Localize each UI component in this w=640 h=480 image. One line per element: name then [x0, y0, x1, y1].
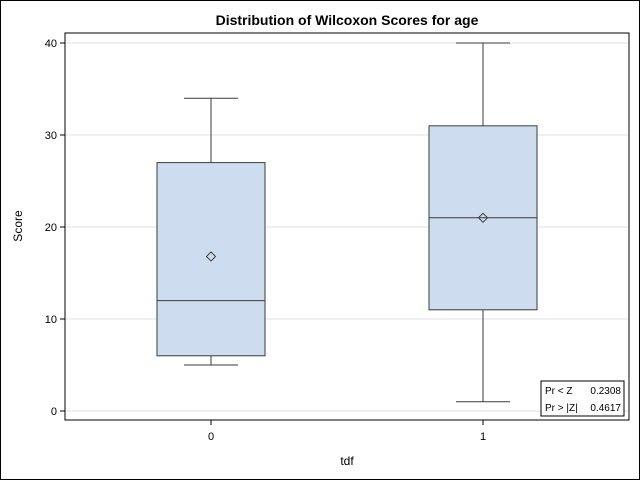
chart-title: Distribution of Wilcoxon Scores for age [216, 12, 479, 28]
y-tick-label-40: 40 [45, 38, 57, 50]
box-group-1 [428, 42, 538, 403]
x-tick-label-0: 0 [208, 431, 214, 443]
stats-inset: Pr < Z 0.2308 Pr > |Z| 0.4617 [540, 380, 625, 417]
y-tick-label-10: 10 [45, 314, 57, 326]
stat-label-pr-gt-abs-z: Pr > |Z| [545, 403, 578, 414]
stat-label-pr-lt-z: Pr < Z [545, 386, 573, 397]
y-tick-label-30: 30 [45, 130, 57, 142]
x-axis-label: tdf [340, 454, 354, 468]
stats-inset-box [540, 380, 625, 417]
x-tick-label-1: 1 [480, 431, 486, 443]
box-iqr-0 [156, 162, 266, 357]
mean-marker-1 [477, 212, 489, 224]
boxes-layer [156, 42, 538, 403]
y-tick-label-20: 20 [45, 222, 57, 234]
stat-value-pr-gt-abs-z: 0.4617 [590, 403, 621, 414]
y-axis-label: Score [11, 210, 25, 242]
y-axis: 0 10 20 30 40 [45, 38, 65, 418]
box-group-0 [156, 97, 266, 366]
stat-value-pr-lt-z: 0.2308 [590, 386, 621, 397]
grid-lines [66, 42, 628, 412]
mean-marker-0 [205, 251, 217, 262]
y-tick-label-0: 0 [51, 406, 57, 418]
